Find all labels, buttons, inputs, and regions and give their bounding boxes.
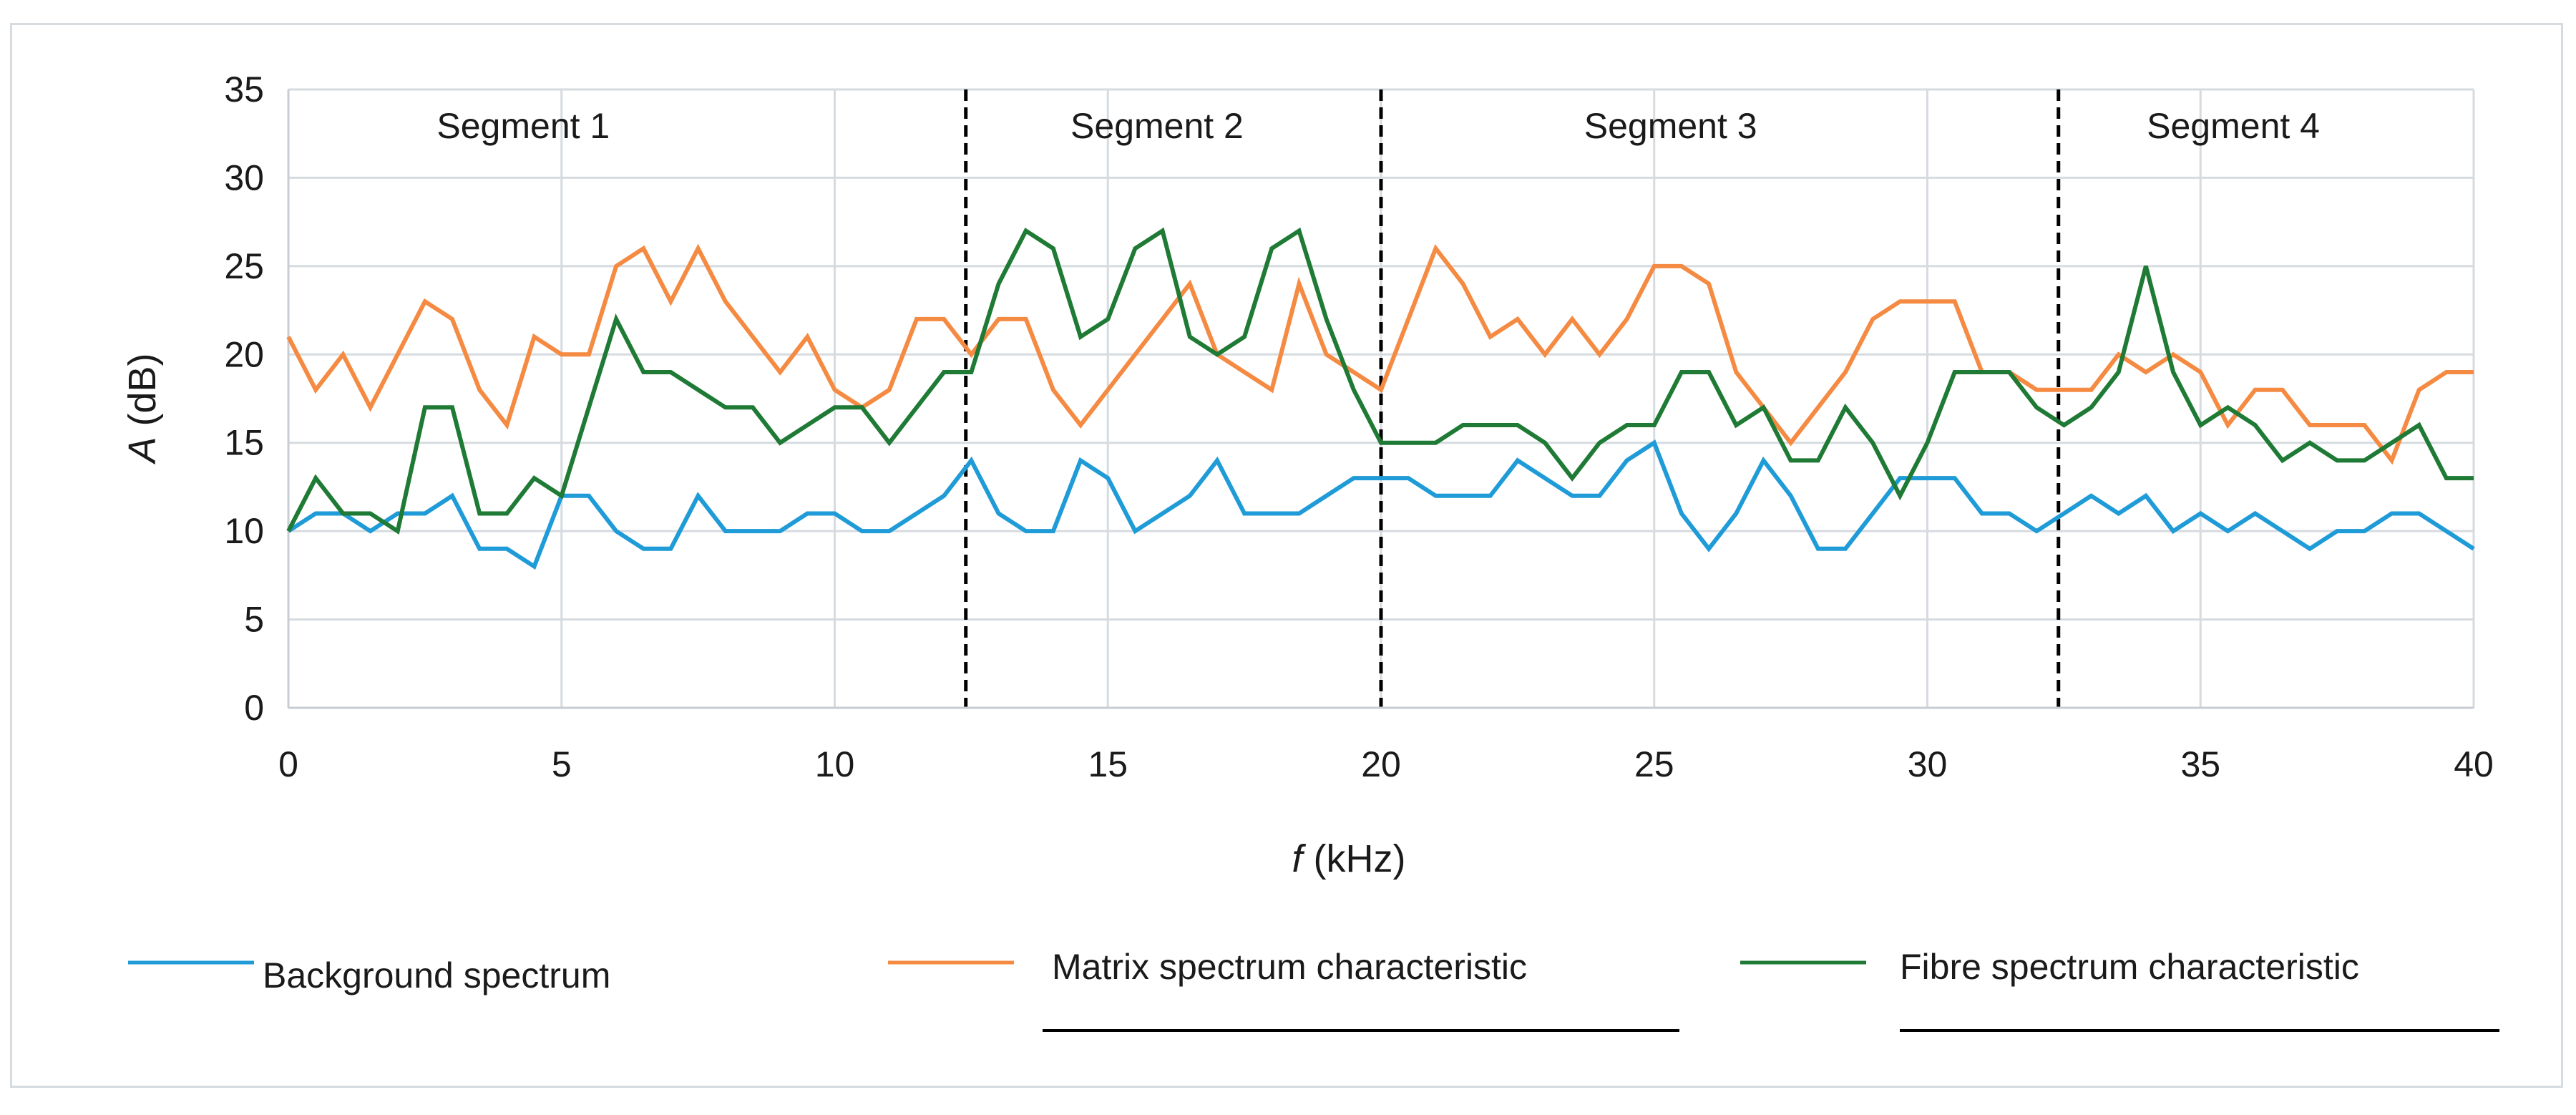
x-tick-label-5: 5 bbox=[552, 744, 572, 784]
segment-label-3: Segment 3 bbox=[1584, 106, 1757, 146]
gridlines bbox=[288, 88, 2475, 708]
x-axis-label: f (kHz) bbox=[1292, 837, 1406, 880]
y-tick-label-5: 5 bbox=[244, 600, 264, 640]
segment-label-2: Segment 2 bbox=[1070, 106, 1244, 146]
matrix-spectrum-line bbox=[286, 243, 2474, 465]
y-tick-label-35: 35 bbox=[224, 69, 264, 109]
y-tick-label-0: 0 bbox=[244, 688, 264, 728]
segment-label-1: Segment 1 bbox=[436, 106, 610, 146]
segment-label-4: Segment 4 bbox=[2147, 106, 2320, 146]
legend-label-background: Background spectrum bbox=[263, 955, 610, 995]
x-tick-label-20: 20 bbox=[1361, 744, 1401, 784]
x-axis-label-unit: (kHz) bbox=[1303, 837, 1406, 880]
x-tick-label-35: 35 bbox=[2180, 744, 2220, 784]
legend: Background spectrum Matrix spectrum char… bbox=[128, 947, 2499, 1032]
x-tick-label-40: 40 bbox=[2454, 744, 2494, 784]
x-tick-label-10: 10 bbox=[815, 744, 855, 784]
y-tick-label-30: 30 bbox=[224, 157, 264, 198]
y-axis-label: A (dB) bbox=[121, 353, 164, 464]
series-lines bbox=[286, 227, 2475, 570]
y-tick-label-10: 10 bbox=[224, 511, 264, 551]
tick-labels: 0 5 10 15 20 25 30 35 0 5 10 15 20 25 30 35 40 bbox=[224, 69, 2493, 784]
line-chart: Segment 1 Segment 2 Segment 3 Segment 4 0 5 1… bbox=[121, 69, 2499, 1032]
y-axis-label-var: A bbox=[121, 437, 164, 465]
segment-boundaries bbox=[964, 89, 2061, 708]
segment-labels: Segment 1 Segment 2 Segment 3 Segment 4 bbox=[436, 106, 2320, 146]
axes bbox=[287, 89, 2474, 709]
y-tick-label-25: 25 bbox=[224, 246, 264, 286]
chart-frame: Segment 1 Segment 2 Segment 3 Segment 4 0 5 1… bbox=[10, 23, 2563, 1088]
legend-label-matrix: Matrix spectrum characteristic bbox=[1052, 947, 1527, 987]
x-tick-label-25: 25 bbox=[1634, 744, 1674, 784]
x-tick-label-0: 0 bbox=[278, 744, 298, 784]
x-axis-label-var: f bbox=[1292, 837, 1307, 880]
y-tick-label-15: 15 bbox=[224, 423, 264, 463]
legend-label-fibre: Fibre spectrum characteristic bbox=[1900, 947, 2359, 987]
fibre-spectrum-line bbox=[286, 227, 2474, 535]
x-tick-label-30: 30 bbox=[1908, 744, 1948, 784]
y-tick-label-20: 20 bbox=[224, 334, 264, 374]
x-tick-label-15: 15 bbox=[1088, 744, 1128, 784]
background-spectrum-line bbox=[287, 439, 2475, 570]
y-axis-label-unit: (dB) bbox=[121, 353, 164, 437]
